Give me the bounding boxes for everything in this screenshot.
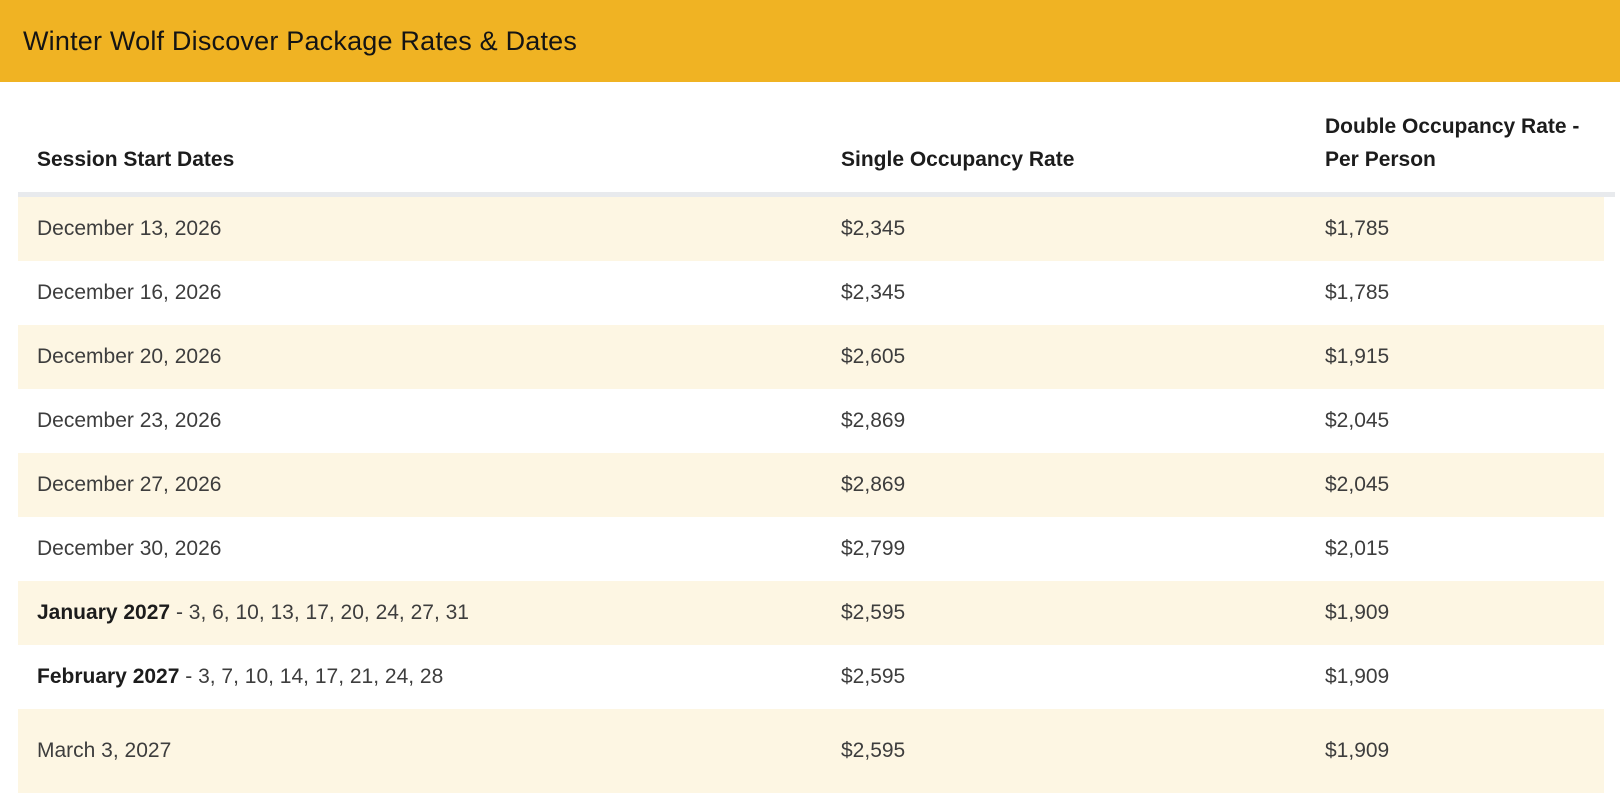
session-dates-text: - 3, 7, 10, 14, 17, 21, 24, 28	[179, 665, 444, 688]
table-row: December 23, 2026 $2,869 $2,045	[18, 389, 1604, 453]
session-date-cell: December 27, 2026	[37, 473, 841, 497]
session-date-cell: December 30, 2026	[37, 537, 841, 561]
double-occupancy-rate-cell: $1,785	[1325, 217, 1390, 240]
single-occupancy-rate-cell: $2,605	[841, 345, 906, 368]
double-occupancy-rate-cell: $1,909	[1325, 665, 1390, 688]
session-dates-text: December 23, 2026	[37, 409, 222, 432]
session-date-cell: March 3, 2027	[37, 739, 841, 763]
table-row: February 2027 - 3, 7, 10, 14, 17, 21, 24…	[18, 645, 1604, 709]
single-occupancy-rate-cell: $2,595	[841, 739, 906, 762]
single-occupancy-rate-cell: $2,869	[841, 409, 906, 432]
package-title-bar: Winter Wolf Discover Package Rates & Dat…	[0, 0, 1620, 82]
page-title: Winter Wolf Discover Package Rates & Dat…	[23, 25, 578, 56]
header-divider	[18, 192, 1615, 197]
table-row: December 20, 2026 $2,605 $1,915	[18, 325, 1604, 389]
session-dates-text: December 30, 2026	[37, 537, 222, 560]
double-occupancy-rate-cell: $2,045	[1325, 409, 1390, 432]
column-header-session-start-dates: Session Start Dates	[37, 148, 235, 171]
session-dates-text: December 13, 2026	[37, 217, 222, 240]
session-dates-text: - 3, 6, 10, 13, 17, 20, 24, 27, 31	[170, 601, 469, 624]
single-occupancy-rate-cell: $2,595	[841, 601, 906, 624]
single-occupancy-rate-cell: $2,869	[841, 473, 906, 496]
session-month-label: January 2027	[37, 601, 171, 624]
double-occupancy-rate-cell: $1,785	[1325, 281, 1390, 304]
column-header-single-occupancy-rate: Single Occupancy Rate	[841, 148, 1075, 171]
session-date-cell: December 23, 2026	[37, 409, 841, 433]
session-date-cell: December 20, 2026	[37, 345, 841, 369]
double-occupancy-rate-cell: $2,045	[1325, 473, 1390, 496]
double-occupancy-rate-cell: $1,909	[1325, 601, 1390, 624]
session-dates-text: December 16, 2026	[37, 281, 222, 304]
single-occupancy-rate-cell: $2,595	[841, 665, 906, 688]
table-row: December 16, 2026 $2,345 $1,785	[18, 261, 1604, 325]
table-row: January 2027 - 3, 6, 10, 13, 17, 20, 24,…	[18, 581, 1604, 645]
double-occupancy-rate-cell: $2,015	[1325, 537, 1390, 560]
session-month-label: February 2027	[37, 665, 180, 688]
table-row: December 27, 2026 $2,869 $2,045	[18, 453, 1604, 517]
rates-table: Session Start Dates Single Occupancy Rat…	[18, 82, 1620, 793]
session-dates-text: March 3, 2027	[37, 739, 172, 762]
column-header-double-occupancy-rate: Double Occupancy Rate - Per Person	[1325, 115, 1580, 171]
table-row: December 30, 2026 $2,799 $2,015	[18, 517, 1604, 581]
double-occupancy-rate-cell: $1,915	[1325, 345, 1390, 368]
table-row: December 13, 2026 $2,345 $1,785	[18, 197, 1604, 261]
session-date-cell: December 13, 2026	[37, 217, 841, 241]
rates-table-body: December 13, 2026 $2,345 $1,785 December…	[18, 197, 1620, 793]
session-dates-text: December 27, 2026	[37, 473, 222, 496]
single-occupancy-rate-cell: $2,345	[841, 217, 906, 240]
single-occupancy-rate-cell: $2,799	[841, 537, 906, 560]
single-occupancy-rate-cell: $2,345	[841, 281, 906, 304]
session-dates-text: December 20, 2026	[37, 345, 222, 368]
session-date-cell: December 16, 2026	[37, 281, 841, 305]
table-row: March 3, 2027 $2,595 $1,909	[18, 709, 1604, 793]
session-date-cell: February 2027 - 3, 7, 10, 14, 17, 21, 24…	[37, 665, 841, 689]
double-occupancy-rate-cell: $1,909	[1325, 739, 1390, 762]
table-header-row: Session Start Dates Single Occupancy Rat…	[18, 82, 1604, 192]
session-date-cell: January 2027 - 3, 6, 10, 13, 17, 20, 24,…	[37, 601, 841, 625]
